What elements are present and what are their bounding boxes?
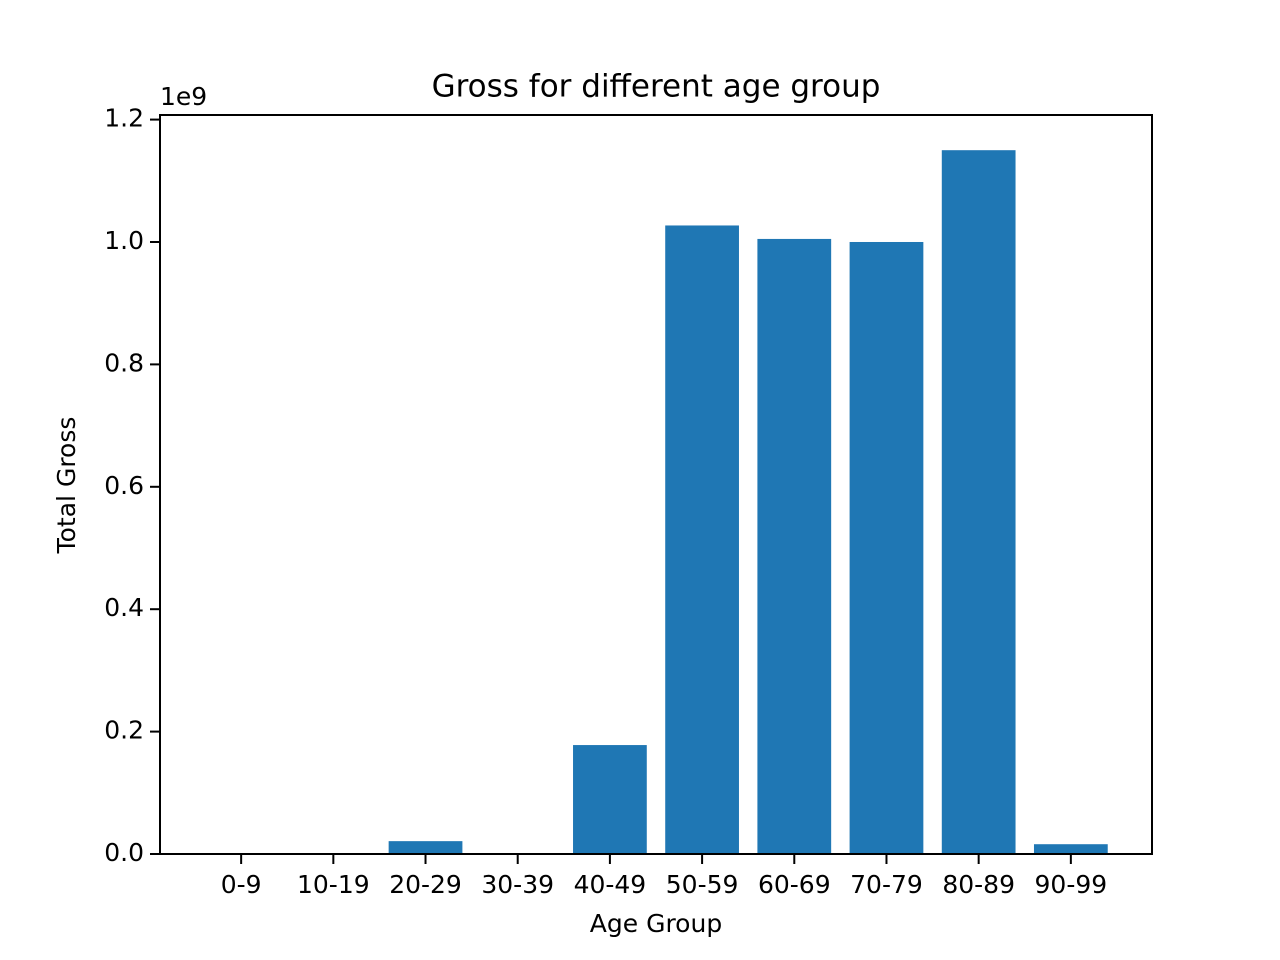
y-tick-label: 1.0 [104,226,144,255]
y-tick-label: 1.2 [104,104,144,133]
bar [849,241,924,855]
x-axis-label: Age Group [590,909,722,938]
bar [757,238,832,855]
x-tick-label: 70-79 [850,870,923,899]
bar [1033,844,1108,854]
y-tick-label: 0.8 [104,348,144,377]
x-tick-label: 60-69 [758,870,831,899]
plot-frame [159,114,1153,855]
x-tick-label: 30-39 [481,870,554,899]
y-tick-label: 0.6 [104,471,144,500]
chart-title: Gross for different age group [432,69,881,105]
x-tick-label: 50-59 [666,870,739,899]
x-tick-label: 20-29 [389,870,462,899]
x-tick-label: 40-49 [574,870,647,899]
x-tick-label: 80-89 [942,870,1015,899]
y-tick-label: 0.0 [104,838,144,867]
y-tick-label: 0.2 [104,716,144,745]
offset-text: 1e9 [160,82,207,111]
bar [573,745,647,854]
bar [388,841,463,854]
bar [665,225,739,854]
y-axis-label: Total Gross [52,417,81,555]
x-tick-label: 0-9 [221,870,262,899]
y-tick-label: 0.4 [104,593,144,622]
x-tick-label: 90-99 [1035,870,1108,899]
bar [941,150,1016,854]
x-tick-label: 10-19 [297,870,370,899]
